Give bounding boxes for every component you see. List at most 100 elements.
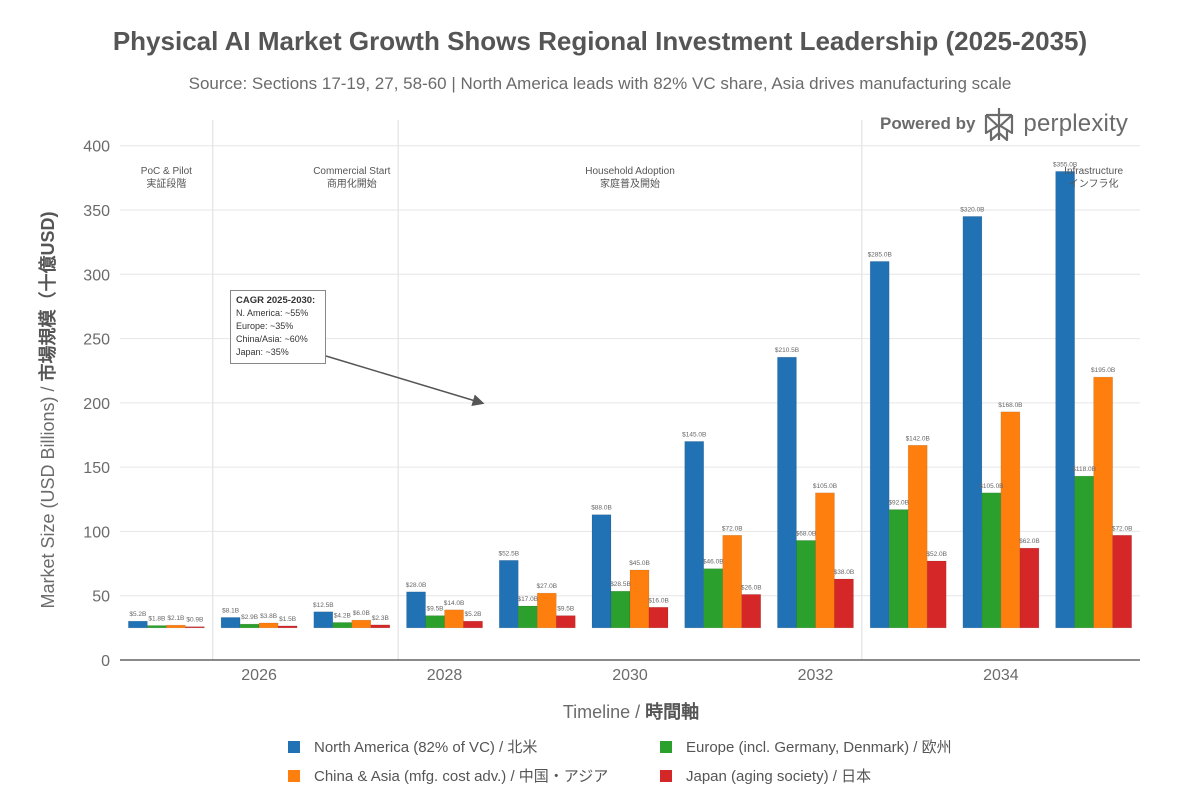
bar-value-label: $16.0B — [648, 597, 669, 604]
bar-value-label: $28.0B — [406, 582, 427, 589]
y-axis-title: Market Size (USD Billions) / 市場規模（十億USD) — [34, 211, 60, 608]
powered-by-label: Powered by — [880, 114, 976, 133]
phase-label-en: PoC & Pilot — [141, 166, 192, 177]
bar-series — [128, 171, 1132, 629]
perplexity-logo-icon — [985, 108, 1014, 141]
bar-value-label: $9.5B — [427, 606, 444, 613]
legend-swatch — [660, 769, 672, 782]
phase-label-en: Household Adoption — [585, 166, 675, 177]
y-tick-label: 150 — [83, 460, 110, 477]
chart-legend: North America (82% of VC) / 北米 Europe (i… — [288, 736, 1028, 786]
bar-value-label: $72.0B — [1112, 525, 1133, 532]
legend-item-north-america[interactable]: North America (82% of VC) / 北米 — [288, 736, 660, 757]
legend-item-japan[interactable]: Japan (aging society) / 日本 — [660, 765, 1028, 786]
cagr-heading: CAGR 2025-2030: — [236, 295, 316, 306]
bar — [1000, 411, 1021, 629]
phase-label-ja: 実証段階 — [146, 177, 186, 190]
bar — [277, 625, 298, 629]
bar-value-label: $168.0B — [998, 402, 1022, 409]
x-tick-label: 2032 — [798, 667, 834, 684]
bar-value-label: $105.0B — [979, 483, 1003, 490]
bar — [648, 606, 669, 629]
legend-label: North America (82% of VC) / 北米 — [314, 739, 538, 756]
legend-swatch — [660, 740, 672, 753]
bar — [888, 509, 909, 629]
bar — [332, 622, 353, 629]
y-tick-label: 250 — [83, 332, 110, 349]
y-tick-label: 0 — [101, 653, 110, 670]
bar-value-label: $5.2B — [129, 611, 146, 618]
chart-subtitle: Source: Sections 17-19, 27, 58-60 | Nort… — [188, 74, 1012, 93]
bar — [351, 619, 372, 629]
bar — [834, 578, 854, 629]
bar — [425, 615, 445, 629]
legend-item-china-asia[interactable]: China & Asia (mfg. cost adv.) / 中国・アジア — [288, 765, 660, 786]
bar-value-label: $4.2B — [334, 612, 351, 619]
phase-label-ja: 商用化開始 — [327, 177, 377, 190]
bar-value-label: $195.0B — [1091, 367, 1115, 374]
bar-value-label: $52.0B — [926, 551, 947, 558]
bar-value-label: $355.0B — [1053, 161, 1077, 168]
bar — [1112, 534, 1132, 629]
bar — [722, 534, 743, 629]
bar-value-label: $210.5B — [775, 347, 799, 354]
axes: 0 50 100 150 200 250 300 350 400 2026 2028 2030 2032… — [83, 139, 1140, 684]
phase-markers — [212, 120, 863, 660]
bar-value-label: $46.0B — [703, 559, 724, 566]
cagr-line: China/Asia: ~60% — [236, 334, 308, 344]
bar-value-label: $72.0B — [722, 525, 743, 532]
bar — [777, 356, 797, 629]
brand-badge: Powered by perplexity — [880, 106, 1128, 142]
y-axis-title-ja: 市場規模（十億USD) — [38, 211, 58, 382]
y-tick-label: 100 — [83, 524, 110, 541]
bar-value-label: $12.5B — [313, 602, 334, 609]
bar — [629, 569, 650, 629]
bar-value-label: $5.2B — [465, 611, 482, 618]
bar-value-label: $17.0B — [517, 596, 538, 603]
bar-value-label: $9.5B — [557, 606, 574, 613]
legend-item-europe[interactable]: Europe (incl. Germany, Denmark) / 欧州 — [660, 736, 1028, 757]
bar — [463, 620, 483, 629]
bar-value-label: $8.1B — [222, 607, 239, 614]
bar — [869, 261, 890, 629]
bar — [703, 568, 724, 629]
y-tick-label: 300 — [83, 267, 110, 284]
bar-value-label: $14.0B — [444, 600, 465, 607]
bar-value-label: $88.0B — [591, 505, 612, 512]
x-tick-label: 2026 — [241, 667, 277, 684]
bar-value-label: $2.9B — [241, 614, 258, 621]
bar-value-label: $285.0B — [868, 251, 892, 258]
bar — [517, 605, 538, 629]
bar — [406, 591, 426, 629]
bar-value-label: $142.0B — [906, 435, 930, 442]
x-axis-title-ja: 時間軸 — [645, 702, 700, 722]
y-tick-label: 200 — [83, 396, 110, 413]
y-tick-label: 350 — [83, 203, 110, 220]
y-tick-label: 400 — [83, 139, 110, 156]
bar-value-label: $0.9B — [186, 617, 203, 624]
phase-label-en: Infrastructure — [1064, 166, 1123, 177]
bar-value-label: $3.8B — [260, 613, 277, 620]
legend-swatch — [288, 769, 300, 782]
cagr-line: Europe: ~35% — [236, 321, 294, 331]
bar — [815, 492, 835, 629]
bar-value-label: $38.0B — [834, 569, 855, 576]
bar — [147, 625, 167, 629]
bar — [313, 611, 334, 629]
bar-value-label: $45.0B — [629, 560, 650, 567]
cagr-line: Japan: ~35% — [236, 347, 289, 357]
bar — [370, 624, 391, 629]
bar-value-label: $27.0B — [536, 583, 557, 590]
x-tick-label: 2028 — [427, 667, 463, 684]
bar-value-label: $1.5B — [279, 616, 296, 623]
legend-label: Europe (incl. Germany, Denmark) / 欧州 — [686, 739, 952, 756]
bar-value-label: $2.3B — [372, 615, 389, 622]
perplexity-wordmark: perplexity — [1023, 110, 1129, 137]
bar — [536, 592, 557, 629]
chart-title: Physical AI Market Growth Shows Regional… — [112, 26, 1088, 56]
legend-label: Japan (aging society) / 日本 — [686, 768, 872, 785]
bar-value-label: $92.0B — [888, 500, 909, 507]
phase-label-en: Commercial Start — [313, 166, 390, 177]
bar — [444, 609, 464, 629]
